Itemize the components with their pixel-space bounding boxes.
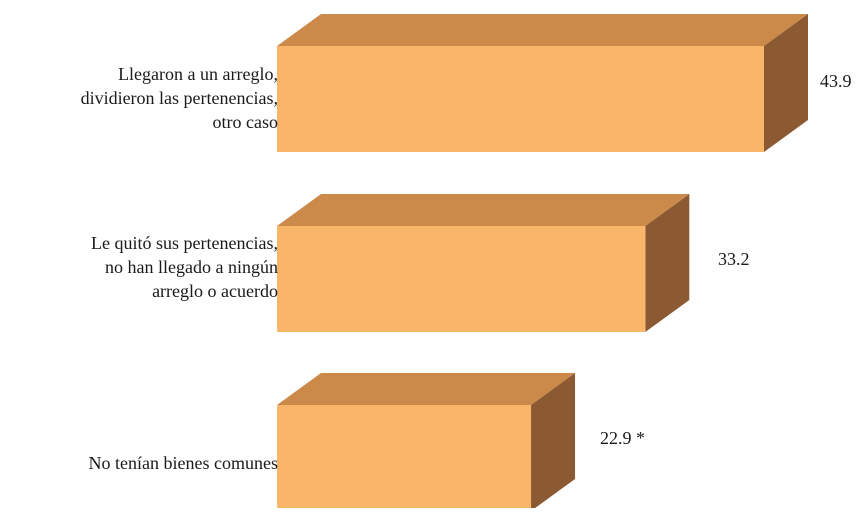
bar-2-side <box>645 194 690 332</box>
bar-2-front <box>277 226 646 332</box>
bar-3-front <box>277 405 532 511</box>
bar-1-front <box>277 46 764 152</box>
value-label-1: 43.9 <box>820 71 852 91</box>
bar-3-top <box>277 373 576 405</box>
bar-2-top <box>277 194 690 226</box>
value-label-2: 33.2 <box>718 249 750 269</box>
bar-1-top <box>277 14 808 46</box>
value-label-3: 22.9 * <box>600 428 645 448</box>
category-label-3: No tenían bienes comunes <box>88 453 278 473</box>
category-label-1: Llegaron a un arreglo, dividieron las pe… <box>80 64 278 132</box>
bar-3-side <box>531 373 576 511</box>
category-label-2: Le quitó sus pertenencias, no han llegad… <box>91 233 278 301</box>
bar-1-side <box>764 14 808 152</box>
